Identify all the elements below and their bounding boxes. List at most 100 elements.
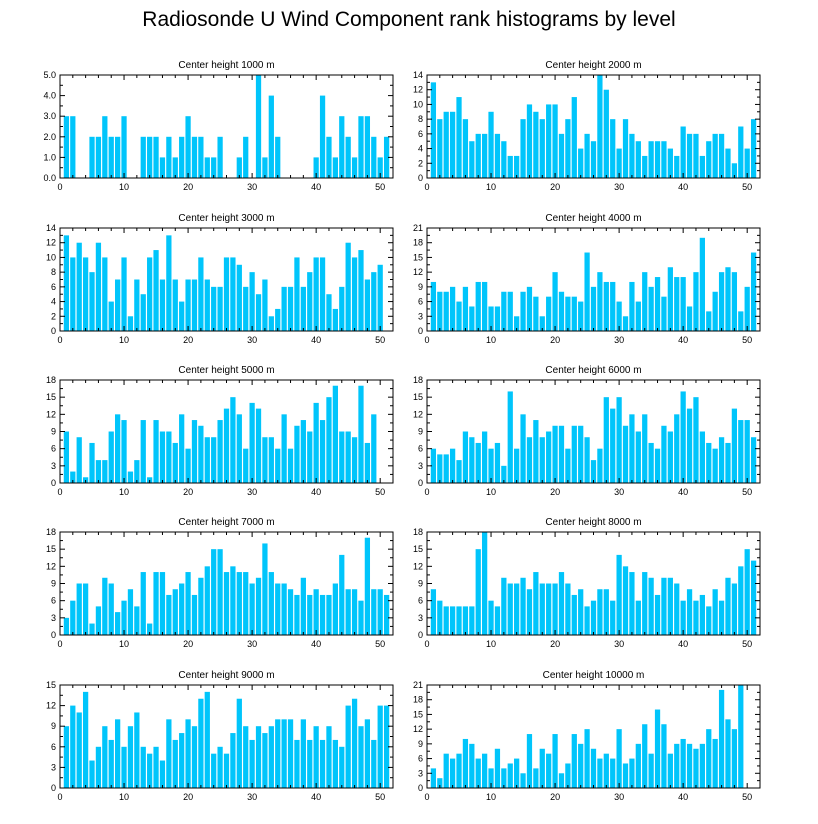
bar (661, 296, 667, 331)
bar (326, 726, 332, 788)
bar (243, 726, 249, 788)
bar (243, 572, 249, 635)
bar (358, 600, 364, 635)
x-tick-label: 20 (183, 182, 193, 192)
bar (204, 691, 210, 788)
y-tick-label: 3 (51, 613, 56, 623)
bar (667, 148, 673, 178)
bar (712, 448, 718, 483)
bar (584, 437, 590, 483)
y-tick-label: 3 (418, 768, 423, 778)
bar (211, 286, 217, 331)
y-tick-label: 6 (418, 444, 423, 454)
bar (712, 133, 718, 178)
bar (217, 420, 223, 483)
y-tick-label: 12 (46, 238, 56, 248)
bar (635, 431, 641, 483)
bar (70, 471, 76, 483)
bar (153, 746, 159, 788)
bar (371, 136, 377, 178)
bar (699, 431, 705, 483)
histogram-panel-6: Center height 6000 m 0 10 20 30 40 50 0 3 6 9 12 15 1… (413, 365, 761, 497)
x-tick-label: 30 (614, 792, 624, 802)
bar (185, 719, 191, 788)
bar (153, 572, 159, 635)
bar (236, 572, 242, 635)
bar (294, 257, 300, 331)
bar (95, 746, 102, 788)
bar (140, 136, 146, 178)
bar (731, 408, 738, 483)
bar (488, 448, 494, 483)
bar (262, 733, 268, 788)
bar (725, 148, 731, 178)
bar (102, 116, 108, 178)
histogram-panel-4: Center height 4000 m 0 10 20 30 40 50 0 3 6 9 12 15 1… (413, 213, 761, 345)
y-tick-label: 8 (418, 114, 423, 124)
bar (179, 301, 185, 331)
bar (262, 157, 268, 178)
bar (108, 136, 114, 178)
bar (520, 773, 526, 788)
bar (578, 148, 584, 178)
bar (294, 594, 300, 635)
y-tick-label: 0 (51, 326, 56, 336)
bar (642, 272, 648, 331)
bar (674, 583, 680, 635)
bar (223, 408, 230, 483)
bar (699, 237, 705, 331)
bar (153, 250, 159, 331)
bar (127, 316, 134, 331)
bar (236, 157, 242, 178)
bar (482, 753, 488, 788)
bar (552, 104, 558, 178)
x-tick-label: 0 (57, 792, 62, 802)
bar (642, 155, 648, 178)
y-tick-label: 14 (413, 70, 423, 80)
y-tick-label: 6 (418, 297, 423, 307)
bar (526, 589, 533, 635)
bar (533, 420, 539, 483)
bar (494, 748, 501, 788)
bar (654, 448, 661, 483)
bar (191, 136, 198, 178)
bar (558, 773, 565, 788)
bar (268, 437, 274, 483)
bar (307, 739, 313, 788)
bar (674, 743, 680, 788)
x-tick-label: 30 (614, 182, 624, 192)
bar (706, 311, 712, 331)
x-tick-label: 40 (311, 335, 321, 345)
y-tick-label: 9 (51, 579, 56, 589)
x-tick-label: 20 (183, 792, 193, 802)
bar (449, 448, 456, 483)
bar (725, 442, 731, 483)
bar (603, 281, 609, 331)
bar (211, 753, 217, 788)
bar (667, 431, 673, 483)
x-tick-label: 30 (614, 639, 624, 649)
bar (494, 306, 501, 331)
bar (300, 719, 306, 788)
bar (358, 726, 364, 788)
bar (268, 316, 274, 331)
bar (262, 279, 268, 331)
bar (185, 116, 191, 178)
bar (364, 537, 371, 635)
y-tick-label: 0 (51, 783, 56, 793)
bar (217, 286, 223, 331)
x-tick-label: 40 (311, 639, 321, 649)
bar (243, 136, 249, 178)
bar (437, 600, 443, 635)
bar (629, 133, 635, 178)
bar (629, 758, 635, 788)
bar (268, 572, 274, 635)
bar (185, 572, 191, 635)
bar (610, 758, 616, 788)
bar (539, 583, 545, 635)
y-tick-label: 2.0 (43, 132, 56, 142)
bar (488, 306, 494, 331)
bar (661, 577, 667, 635)
bar (680, 277, 686, 331)
bar (590, 748, 597, 788)
